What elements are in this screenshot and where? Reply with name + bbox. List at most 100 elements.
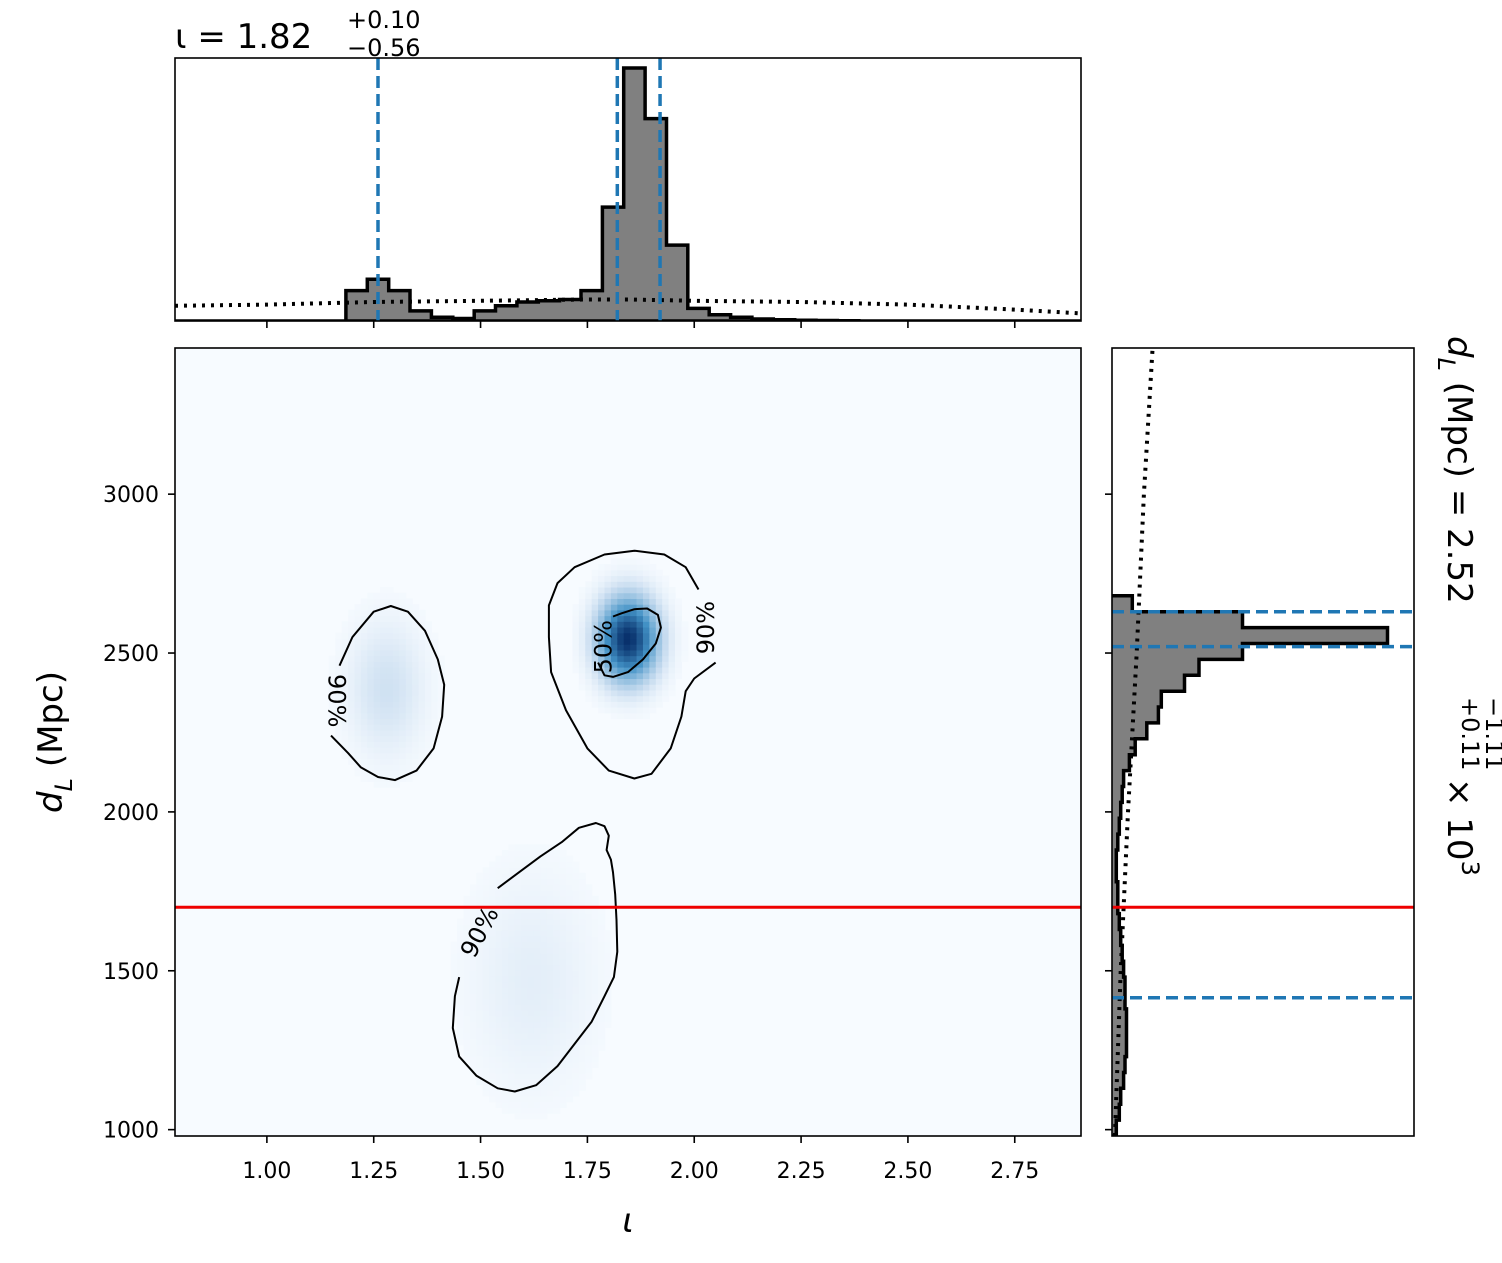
density-cell: [431, 672, 439, 680]
contour-label-1: 90%: [692, 601, 720, 654]
density-cell: [399, 621, 407, 628]
density-cell: [553, 1078, 561, 1086]
density-cell: [380, 678, 388, 685]
density-cell: [418, 701, 426, 708]
density-cell: [348, 707, 356, 714]
density-cell: [367, 701, 375, 708]
density-cell: [533, 947, 541, 954]
density-cell: [476, 970, 484, 977]
density-cell: [598, 609, 606, 617]
density-cell: [495, 964, 503, 971]
density-cell: [348, 655, 356, 662]
density-cell: [354, 609, 362, 617]
density-cell: [373, 672, 381, 680]
density-cell: [572, 918, 580, 925]
density-cell: [457, 970, 465, 977]
density-cell: [508, 850, 516, 857]
density-cell: [354, 724, 362, 731]
density-cell: [566, 1044, 574, 1051]
density-cell: [546, 1107, 554, 1114]
density-cell: [360, 712, 368, 720]
density-cell: [354, 678, 362, 685]
density-cell: [367, 724, 375, 731]
density-cell: [386, 781, 394, 788]
density-cell: [553, 1044, 561, 1051]
density-cell: [341, 667, 349, 674]
density-cell: [476, 1021, 484, 1028]
density-cell: [578, 1004, 586, 1011]
density-cell: [495, 947, 503, 954]
density-cell: [495, 1061, 503, 1068]
density-cell: [392, 764, 400, 771]
density-cell: [642, 626, 650, 634]
density-cell: [533, 1101, 541, 1108]
density-cell: [578, 987, 586, 994]
density-cell: [598, 586, 606, 594]
density-cell: [514, 1101, 522, 1108]
density-cell: [501, 1050, 509, 1057]
density-cell: [360, 747, 368, 754]
density-cell: [341, 724, 349, 731]
density-cell: [604, 998, 612, 1006]
density-cell: [514, 918, 522, 925]
density-cell: [405, 661, 413, 668]
density-cell: [450, 964, 458, 971]
density-cell: [546, 964, 554, 971]
density-cell: [380, 615, 388, 622]
density-cell: [482, 970, 490, 977]
density-cell: [617, 638, 625, 645]
density-cell: [450, 975, 458, 983]
density-cell: [489, 993, 497, 1000]
density-cell: [360, 752, 368, 760]
density-cell: [521, 1027, 529, 1034]
density-cell: [373, 701, 381, 708]
density-cell: [604, 981, 612, 988]
density-cell: [572, 667, 580, 674]
density-cell: [578, 884, 586, 891]
density-cell: [431, 724, 439, 731]
density-cell: [578, 1015, 586, 1023]
density-cell: [578, 958, 586, 966]
density-cell: [533, 1021, 541, 1028]
density-cell: [469, 1021, 477, 1028]
density-cell: [527, 844, 535, 851]
density-cell: [546, 850, 554, 857]
density-cell: [463, 958, 471, 966]
density-cell: [585, 586, 593, 594]
density-cell: [585, 615, 593, 622]
density-cell: [354, 672, 362, 680]
density-cell: [604, 626, 612, 634]
density-cell: [360, 655, 368, 662]
density-cell: [566, 998, 574, 1006]
density-cell: [585, 661, 593, 668]
density-cell: [610, 586, 618, 594]
density-cell: [527, 1095, 535, 1103]
density-cell: [380, 586, 388, 594]
density-cell: [521, 867, 529, 874]
density-cell: [489, 970, 497, 977]
density-cell: [598, 924, 606, 931]
density-cell: [469, 958, 477, 966]
density-cell: [636, 661, 644, 668]
density-cell: [572, 958, 580, 966]
density-cell: [367, 752, 375, 760]
density-cell: [360, 644, 368, 651]
density-cell: [533, 1078, 541, 1086]
density-cell: [457, 975, 465, 983]
density-cell: [662, 604, 670, 611]
density-cell: [546, 918, 554, 925]
density-cell: [514, 895, 522, 903]
density-cell: [546, 952, 554, 960]
density-cell: [501, 1004, 509, 1011]
density-cell: [521, 941, 529, 948]
density-cell: [572, 907, 580, 914]
density-cell: [508, 1090, 516, 1097]
density-cell: [348, 609, 356, 617]
density-cell: [604, 684, 612, 691]
x-tick-label: 2.25: [777, 1159, 826, 1184]
density-cell: [405, 615, 413, 622]
density-cell: [585, 993, 593, 1000]
density-cell: [591, 661, 599, 668]
density-cell: [521, 1061, 529, 1068]
density-cell: [546, 1033, 554, 1040]
